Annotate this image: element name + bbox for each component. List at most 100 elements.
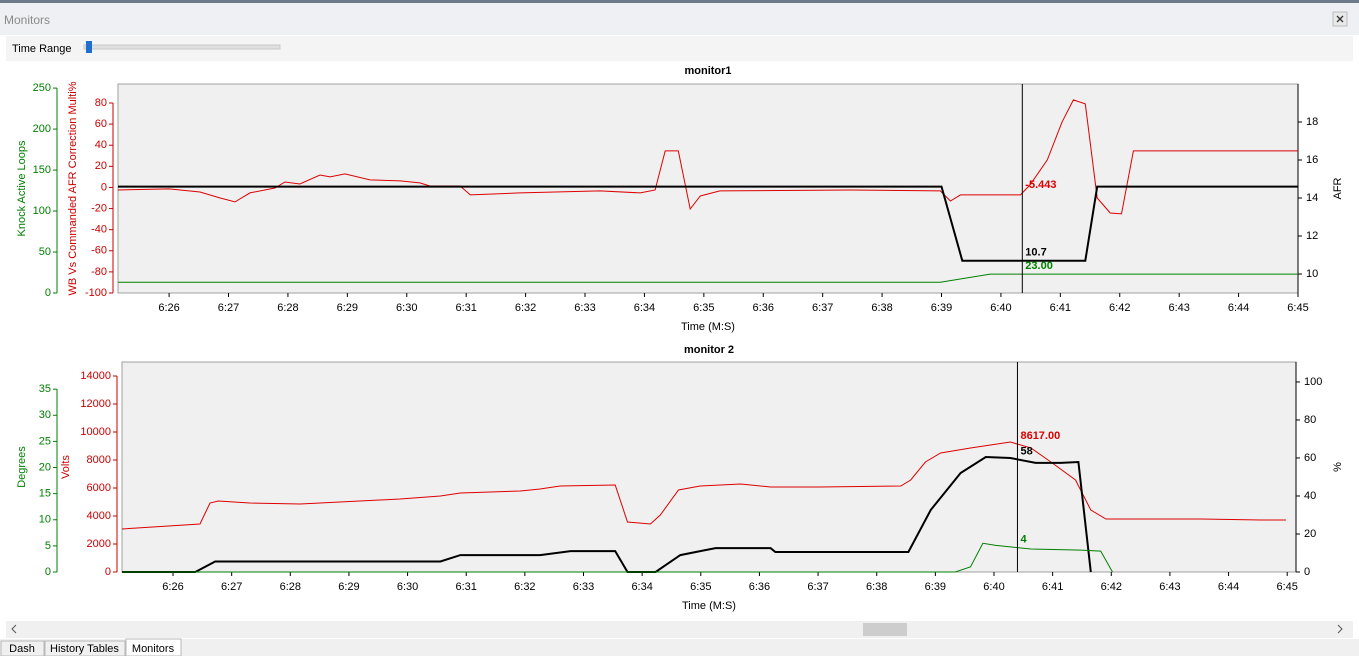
y-tick-label: 35 bbox=[39, 383, 51, 395]
x-tick-label: 6:40 bbox=[990, 302, 1011, 314]
series-line bbox=[122, 455, 1092, 573]
y-axis-label: Degrees bbox=[16, 446, 28, 488]
tab-strip bbox=[0, 639, 1359, 656]
y-axis-label: Knock Active Loops bbox=[16, 140, 28, 237]
y-tick-label: 12000 bbox=[80, 398, 111, 410]
x-tick-label: 6:41 bbox=[1050, 302, 1071, 314]
time-range-thumb[interactable] bbox=[86, 41, 92, 53]
y-tick-label: 0 bbox=[1304, 566, 1310, 578]
x-tick-label: 6:28 bbox=[277, 302, 298, 314]
x-tick-label: 6:26 bbox=[162, 581, 183, 593]
series-line bbox=[118, 185, 1298, 262]
time-range-track[interactable] bbox=[83, 44, 281, 50]
series-line bbox=[118, 273, 1298, 283]
x-axis-label: Time (M:S) bbox=[682, 600, 736, 612]
tab-label: Dash bbox=[9, 643, 35, 655]
plot-area bbox=[121, 361, 1297, 573]
y-tick-label: 50 bbox=[39, 246, 51, 258]
x-tick-label: 6:42 bbox=[1109, 302, 1130, 314]
series-line bbox=[117, 99, 1298, 215]
y-tick-label: 10 bbox=[39, 514, 51, 526]
y-tick-label: -100 bbox=[85, 287, 107, 299]
y-tick-label: -80 bbox=[91, 266, 107, 278]
x-tick-label: 6:38 bbox=[871, 302, 892, 314]
y-tick-label: 18 bbox=[1306, 116, 1318, 128]
y-tick-label: -60 bbox=[91, 245, 107, 257]
h-scrollbar[interactable] bbox=[6, 621, 1353, 638]
y-tick-label: 4000 bbox=[87, 510, 111, 522]
y-tick-label: 80 bbox=[1304, 414, 1316, 426]
y-tick-label: 5 bbox=[45, 540, 51, 552]
scroll-thumb[interactable] bbox=[863, 623, 907, 636]
y-tick-label: 14 bbox=[1306, 192, 1318, 204]
x-tick-label: 6:37 bbox=[812, 302, 833, 314]
y-tick-label: 0 bbox=[45, 287, 51, 299]
x-tick-label: 6:36 bbox=[749, 581, 770, 593]
plot-area bbox=[117, 83, 1299, 294]
cursor-readout: 23.00 bbox=[1025, 260, 1053, 272]
x-tick-label: 6:34 bbox=[631, 581, 652, 593]
window-title: Monitors bbox=[4, 13, 50, 27]
tab[interactable] bbox=[44, 640, 126, 656]
y-tick-label: 100 bbox=[33, 205, 51, 217]
y-tick-label: 8000 bbox=[87, 454, 111, 466]
x-tick-label: 6:30 bbox=[396, 302, 417, 314]
tab-label: History Tables bbox=[50, 643, 119, 655]
x-tick-label: 6:38 bbox=[866, 581, 887, 593]
chart-title: monitor 2 bbox=[684, 344, 734, 356]
y-tick-label: -40 bbox=[91, 224, 107, 236]
x-tick-label: 6:37 bbox=[807, 581, 828, 593]
x-tick-label: 6:29 bbox=[337, 302, 358, 314]
x-tick-label: 6:42 bbox=[1101, 581, 1122, 593]
y-tick-label: 40 bbox=[1304, 490, 1316, 502]
y-tick-label: 250 bbox=[33, 82, 51, 94]
window-top-edge bbox=[0, 0, 1359, 3]
y-tick-label: 0 bbox=[101, 181, 107, 193]
y-axis-label: AFR bbox=[1332, 177, 1344, 199]
x-tick-label: 6:43 bbox=[1159, 581, 1180, 593]
x-tick-label: 6:41 bbox=[1042, 581, 1063, 593]
scroll-left[interactable] bbox=[11, 624, 17, 634]
x-tick-label: 6:33 bbox=[574, 302, 595, 314]
y-tick-label: 200 bbox=[33, 123, 51, 135]
tab[interactable] bbox=[0, 640, 45, 656]
y-tick-label: 60 bbox=[95, 118, 107, 130]
x-tick-label: 6:32 bbox=[515, 302, 536, 314]
x-tick-label: 6:31 bbox=[455, 302, 476, 314]
x-tick-label: 6:26 bbox=[158, 302, 179, 314]
y-tick-label: 14000 bbox=[80, 370, 111, 382]
x-tick-label: 6:39 bbox=[931, 302, 952, 314]
x-tick-label: 6:34 bbox=[634, 302, 655, 314]
y-tick-label: 40 bbox=[95, 139, 107, 151]
cursor-readout: -5.443 bbox=[1025, 179, 1056, 191]
x-tick-label: 6:45 bbox=[1276, 581, 1297, 593]
x-tick-label: 6:35 bbox=[690, 581, 711, 593]
x-tick-label: 6:39 bbox=[925, 581, 946, 593]
scroll-right[interactable] bbox=[1337, 624, 1343, 634]
x-tick-label: 6:27 bbox=[221, 581, 242, 593]
y-tick-label: 20 bbox=[95, 160, 107, 172]
x-tick-label: 6:43 bbox=[1168, 302, 1189, 314]
y-tick-label: 25 bbox=[39, 435, 51, 447]
y-tick-label: 12 bbox=[1306, 230, 1318, 242]
tab[interactable] bbox=[125, 638, 182, 656]
cursor-readout: 10.7 bbox=[1025, 247, 1046, 259]
y-tick-label: 6000 bbox=[87, 482, 111, 494]
x-axis-label: Time (M:S) bbox=[681, 321, 735, 333]
time-range-label: Time Range bbox=[12, 43, 72, 55]
x-tick-label: 6:45 bbox=[1287, 302, 1308, 314]
y-tick-label: -20 bbox=[91, 202, 107, 214]
x-tick-label: 6:29 bbox=[338, 581, 359, 593]
x-tick-label: 6:32 bbox=[514, 581, 535, 593]
x-tick-label: 6:36 bbox=[753, 302, 774, 314]
y-axis-label: % bbox=[1332, 462, 1344, 472]
y-tick-label: 2000 bbox=[87, 538, 111, 550]
y-tick-label: 30 bbox=[39, 409, 51, 421]
y-tick-label: 150 bbox=[33, 164, 51, 176]
y-tick-label: 20 bbox=[39, 461, 51, 473]
tabs: Dash History Tables Monitors bbox=[0, 638, 182, 656]
x-tick-label: 6:30 bbox=[397, 581, 418, 593]
x-tick-label: 6:40 bbox=[983, 581, 1004, 593]
cursor-readout: 8617.00 bbox=[1020, 430, 1060, 442]
